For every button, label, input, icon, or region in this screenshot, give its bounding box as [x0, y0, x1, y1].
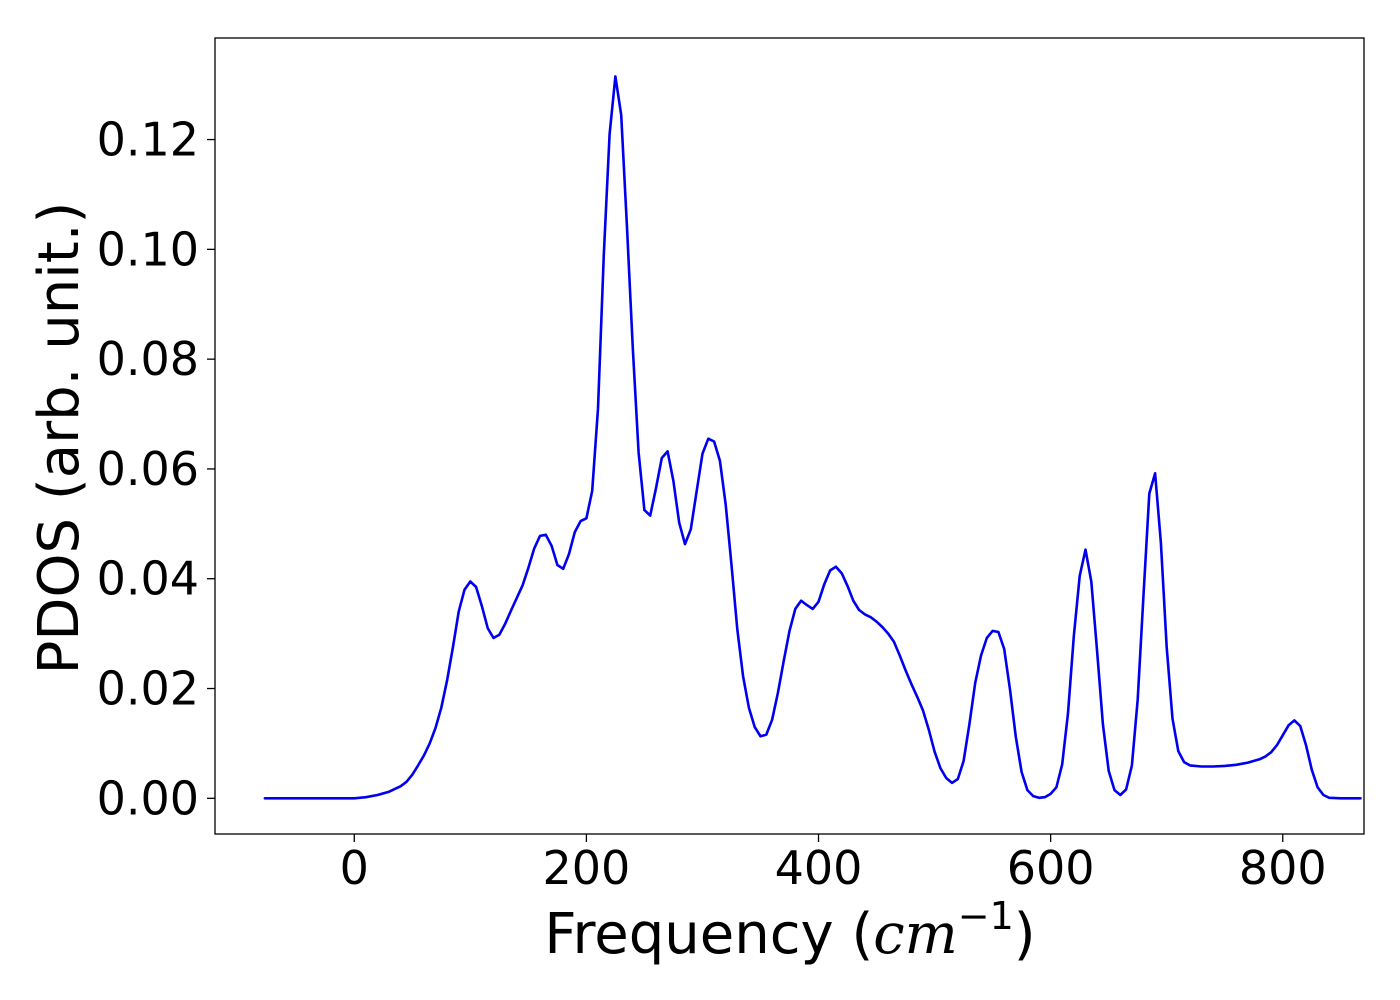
x-axis-title: Frequency (cm−1)	[544, 894, 1035, 967]
x-tick-label-1: 200	[542, 841, 630, 895]
y-tick-label-0: 0.00	[97, 771, 199, 825]
plot-area	[263, 75, 1362, 800]
x-tick-label-3: 600	[1007, 841, 1095, 895]
x-tick-label-4: 800	[1239, 841, 1327, 895]
plot-frame	[214, 37, 1365, 835]
y-tick-label-4: 0.08	[97, 332, 199, 386]
y-axis-title: PDOS (arb. unit.)	[27, 202, 92, 675]
x-axis-ticks: 0 200 400 600 800	[340, 834, 1327, 895]
y-tick-label-2: 0.04	[97, 552, 199, 606]
x-tick-label-0: 0	[340, 841, 369, 895]
y-axis-ticks: 0.00 0.02 0.04 0.06 0.08 0.10 0.12	[97, 113, 215, 825]
y-tick-label-3: 0.06	[97, 442, 199, 496]
x-tick-label-2: 400	[775, 841, 863, 895]
series-line-0	[263, 75, 1362, 800]
y-tick-label-6: 0.12	[97, 113, 199, 167]
y-tick-label-1: 0.02	[97, 662, 199, 716]
y-tick-label-5: 0.10	[97, 222, 199, 276]
